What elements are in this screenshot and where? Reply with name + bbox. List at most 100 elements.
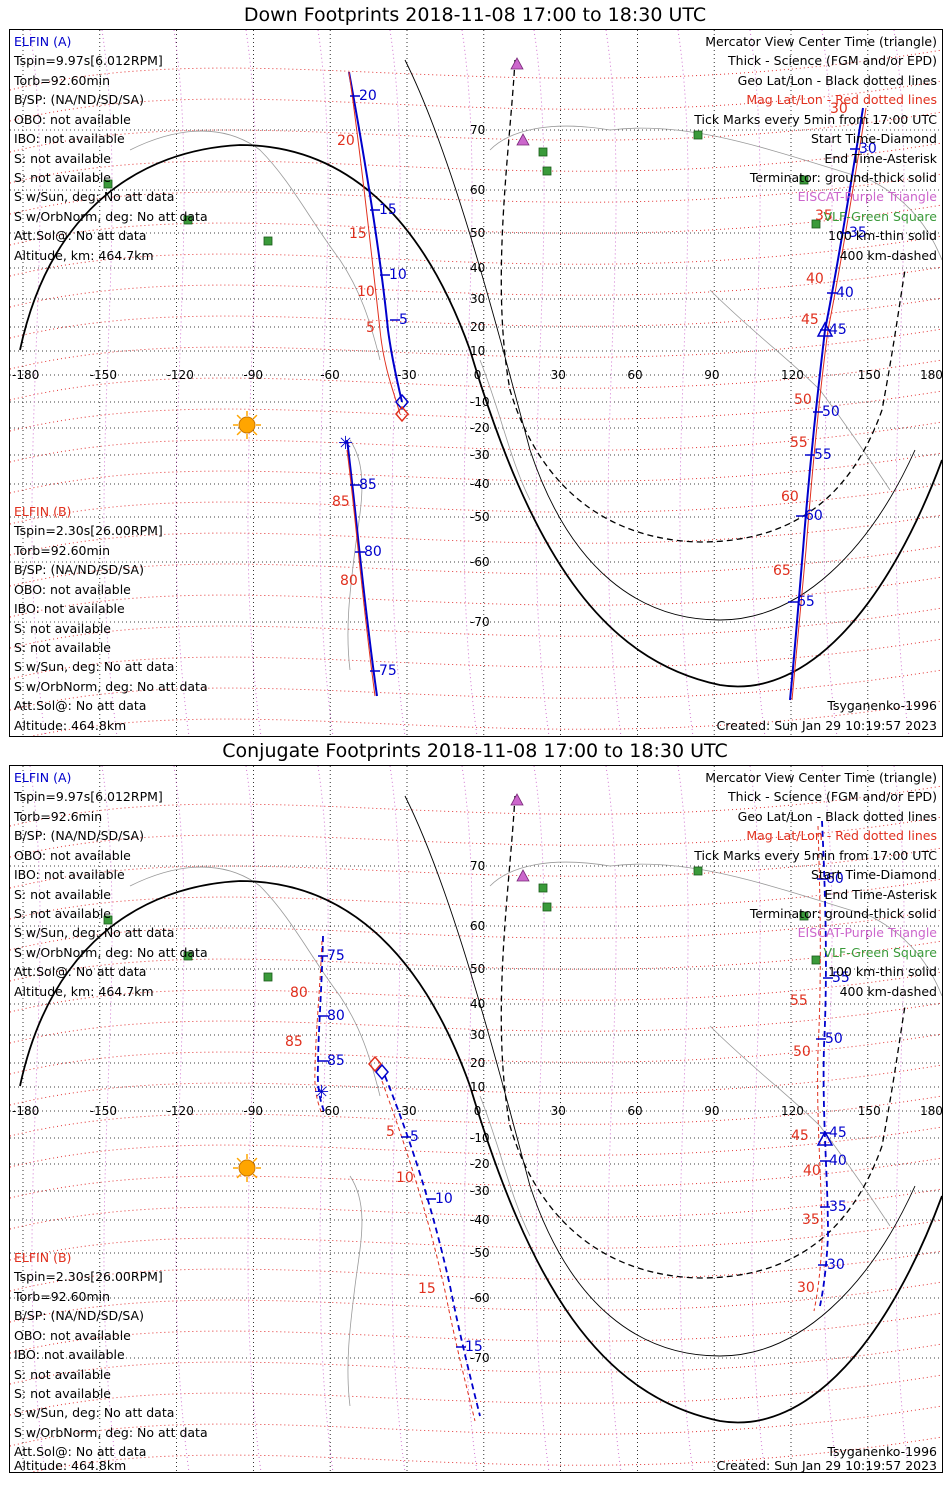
map-panel-down: -180 -150 -120 -90 -60 -30 0 30 60 90 120 150 180 70 6… bbox=[9, 29, 943, 737]
elfin-a-mag-tick-label: 20 bbox=[337, 133, 355, 149]
lon-axis-label: -150 bbox=[90, 1104, 117, 1118]
lat-axis-label: -60 bbox=[470, 555, 490, 569]
elfin-a2-tick-label: 40 bbox=[836, 285, 854, 301]
elfin-a2-mag-tick-label: 30 bbox=[797, 1280, 815, 1296]
legend-line: Mercator View Center Time (triangle) bbox=[705, 34, 937, 49]
elfin-a-info: B/SP: (NA/ND/SD/SA) bbox=[14, 92, 144, 107]
lat-axis-label: 30 bbox=[470, 1028, 485, 1042]
elfin-a-info: S w/Sun, deg: No att data bbox=[14, 189, 175, 204]
lat-axis-label: 60 bbox=[470, 919, 485, 933]
elfin-b-tick-label: 85 bbox=[359, 477, 377, 493]
terminator-ground bbox=[19, 144, 942, 688]
elfin-a2-mag-tick-label: 40 bbox=[806, 271, 824, 287]
elfin-a-mag-track-2 bbox=[791, 107, 867, 701]
elfin-b-mag-tick-label: 5 bbox=[386, 1124, 395, 1140]
start-diamond-icon bbox=[368, 1055, 382, 1073]
lon-axis-label: 30 bbox=[551, 368, 566, 382]
legend-line: Geo Lat/Lon - Black dotted lines bbox=[737, 809, 937, 824]
elfin-b-info: S w/OrbNorm, deg: No att data bbox=[14, 679, 208, 694]
elfin-b-info: IBO: not available bbox=[14, 601, 125, 616]
mag-lon-line bbox=[461, 766, 478, 1472]
legend-line: Start Time-Diamond bbox=[810, 131, 937, 146]
vlf-square-icon bbox=[183, 951, 193, 961]
elfin-b-mag-tick-label: 10 bbox=[396, 1170, 414, 1186]
elfin-a-info: S w/OrbNorm, deg: No att data bbox=[14, 209, 208, 224]
mag-lon-line bbox=[101, 766, 118, 1472]
elfin-a-tick-label: 20 bbox=[359, 88, 377, 104]
terminator-100km bbox=[404, 795, 916, 1357]
elfin-b-tick-label: 75 bbox=[379, 663, 397, 679]
elfin-a2-mag-tick-label: 35 bbox=[815, 208, 833, 224]
mag-lon-line bbox=[101, 30, 118, 736]
vlf-square-icon bbox=[693, 130, 703, 140]
elfin-a2-mag-tick-label: 50 bbox=[794, 392, 812, 408]
lon-axis-label: -120 bbox=[167, 1104, 194, 1118]
lat-axis-label: 60 bbox=[470, 183, 485, 197]
elfin-b-info: Torb=92.60min bbox=[14, 543, 111, 558]
legend-line: EISCAT-Purple Triangle bbox=[797, 925, 937, 940]
elfin-b-info: Tspin=2.30s[26.00RPM] bbox=[14, 523, 163, 538]
mag-lon-line bbox=[533, 30, 550, 736]
elfin-a-info: Torb=92.60min bbox=[14, 73, 111, 88]
elfin-a-mag-tick-label: 10 bbox=[357, 284, 375, 300]
start-diamond-icon bbox=[395, 405, 409, 423]
elfin-a-info: S: not available bbox=[14, 887, 111, 902]
lon-axis-label: -30 bbox=[397, 1104, 417, 1118]
elfin-a2-mag-tick-label: 55 bbox=[790, 993, 808, 1009]
elfin-b-info: S w/Sun, deg: No att data bbox=[14, 1405, 175, 1420]
legend-line: Thick - Science (FGM and/or EPD) bbox=[728, 789, 937, 804]
mag-lon-line bbox=[317, 30, 334, 736]
elfin-a-mag-track bbox=[348, 71, 401, 415]
elfin-b-info: B/SP: (NA/ND/SD/SA) bbox=[14, 562, 144, 577]
elfin-a2-tick-label: 45 bbox=[829, 1125, 847, 1141]
lon-axis-label: 150 bbox=[858, 368, 881, 382]
elfin-a-mag-track-2 bbox=[813, 825, 823, 1312]
lat-axis-label: -30 bbox=[470, 448, 490, 462]
elfin-a-info: OBO: not available bbox=[14, 112, 131, 127]
elfin-a2-tick-label: 45 bbox=[829, 322, 847, 338]
mag-lon-line bbox=[389, 766, 406, 1472]
model-label: Tsyganenko-1996 bbox=[827, 1444, 937, 1459]
end-asterisk-icon: ✳ bbox=[314, 1082, 329, 1103]
elfin-a-tick-label: 80 bbox=[327, 1008, 345, 1024]
lat-axis-label: 70 bbox=[470, 859, 485, 873]
coastline bbox=[709, 289, 891, 491]
lon-axis-label: 180 bbox=[920, 368, 942, 382]
vlf-square-icon bbox=[542, 902, 552, 912]
elfin-a2-tick-label: 55 bbox=[832, 970, 850, 986]
vlf-square-icon bbox=[811, 955, 821, 965]
elfin-b-info: Tspin=2.30s[26.00RPM] bbox=[14, 1269, 163, 1284]
elfin-a2-mag-tick-label: 50 bbox=[793, 1044, 811, 1060]
lat-axis-label: 50 bbox=[470, 962, 485, 976]
vlf-square-icon bbox=[103, 915, 113, 925]
lon-axis-label: 90 bbox=[704, 368, 719, 382]
elfin-a-mag-track bbox=[314, 940, 323, 1115]
elfin-a2-mag-tick-label: 55 bbox=[790, 435, 808, 451]
vlf-square-icon bbox=[542, 166, 552, 176]
legend-line: EISCAT-Purple Triangle bbox=[797, 189, 937, 204]
elfin-a-track bbox=[348, 71, 403, 403]
lon-axis-label: -60 bbox=[320, 368, 340, 382]
coastline bbox=[479, 359, 531, 501]
lon-axis-label: 60 bbox=[627, 368, 642, 382]
panel-title-down: Down Footprints 2018-11-08 17:00 to 18:3… bbox=[243, 4, 707, 26]
legend-line: Tick Marks every 5min from 17:00 UTC bbox=[694, 112, 937, 127]
lat-axis-label: 10 bbox=[470, 344, 485, 358]
sun-ray bbox=[236, 430, 242, 436]
legend-line: 400 km-dashed bbox=[839, 984, 937, 999]
elfin-a2-tick-label: 40 bbox=[829, 1153, 847, 1169]
elfin-b-title: ELFIN (B) bbox=[14, 1250, 72, 1265]
elfin-a-mag-tick-label: 85 bbox=[285, 1034, 303, 1050]
elfin-b-info: Torb=92.60min bbox=[14, 1289, 111, 1304]
elfin-a-info: S: not available bbox=[14, 170, 111, 185]
lat-axis-label: 40 bbox=[470, 997, 485, 1011]
elfin-a-title: ELFIN (A) bbox=[14, 770, 72, 785]
end-asterisk-icon: ✳ bbox=[338, 433, 353, 454]
elfin-a-tick-label: 5 bbox=[399, 312, 408, 328]
lat-axis-label: -50 bbox=[470, 1246, 490, 1260]
coastline bbox=[129, 130, 381, 361]
mag-lon-line bbox=[605, 30, 622, 736]
map-canvas: -180 -150 -120 -90 -60 -30 0 30 60 90 120 150 180706… bbox=[10, 766, 942, 1472]
elfin-b-track bbox=[346, 439, 378, 697]
lon-axis-label: -90 bbox=[243, 368, 263, 382]
